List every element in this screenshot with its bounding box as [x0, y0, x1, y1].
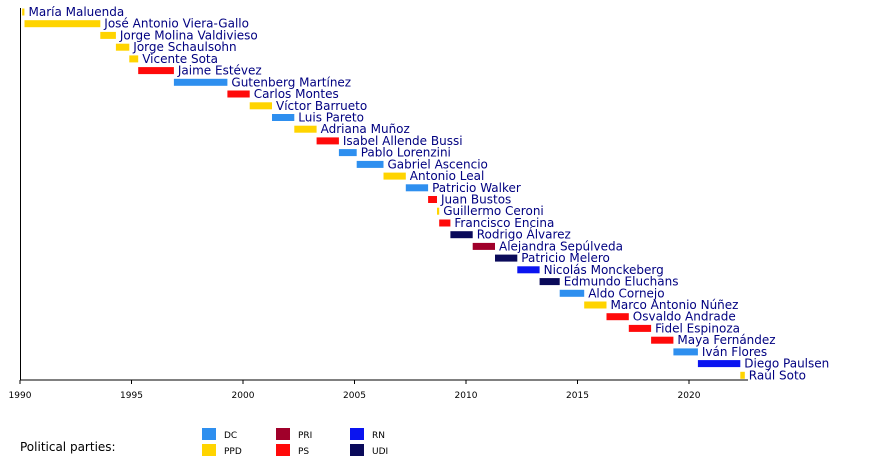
- bar-name-label: Iván Flores: [702, 345, 767, 359]
- bar-name-label: Fidel Espinoza: [655, 321, 740, 335]
- term-bar: [539, 278, 560, 286]
- bar-name-label: Vicente Sota: [142, 52, 218, 66]
- term-bar: [405, 184, 429, 192]
- x-tick-label: 2005: [343, 391, 366, 401]
- term-bar: [437, 207, 440, 215]
- x-tick-label: 2010: [455, 391, 478, 401]
- term-bar: [272, 114, 295, 121]
- legend-swatch: [202, 444, 216, 456]
- x-tick-label: 2000: [232, 391, 255, 401]
- term-bar: [606, 313, 629, 321]
- legend-title: Political parties:: [20, 440, 116, 454]
- bar-name-label: Raúl Soto: [749, 368, 806, 382]
- legend-swatch: [276, 428, 290, 440]
- term-bar: [227, 90, 250, 98]
- term-bar: [697, 360, 741, 368]
- term-bar: [584, 301, 607, 309]
- bar-name-label: Jorge Schaulsohn: [132, 40, 236, 54]
- term-bar: [673, 348, 698, 356]
- bar-name-label: Guillermo Ceroni: [443, 204, 544, 218]
- bar-name-label: Rodrigo Álvarez: [477, 227, 571, 242]
- term-bar: [138, 67, 174, 75]
- bar-name-label: Pablo Lorenzini: [361, 146, 451, 160]
- term-bar: [428, 196, 437, 203]
- bar-name-label: Alejandra Sepúlveda: [499, 239, 623, 253]
- bar-name-label: Jorge Molina Valdivieso: [119, 28, 258, 42]
- legend-label: PS: [298, 447, 309, 457]
- bar-name-label: Carlos Montes: [254, 87, 339, 101]
- bar-name-label: José Antonio Viera-Gallo: [103, 17, 249, 31]
- bar-name-label: María Maluenda: [29, 5, 125, 19]
- term-bar: [316, 137, 339, 145]
- term-bar: [249, 102, 272, 110]
- bar-name-label: Gutenberg Martínez: [231, 75, 351, 89]
- bar-name-label: Luis Pareto: [298, 111, 364, 125]
- term-bar: [559, 289, 585, 297]
- bar-name-label: Maya Fernández: [677, 333, 775, 347]
- legend: Political parties: DC PPD PRI PS RN UDI: [20, 428, 388, 457]
- term-bar: [338, 149, 357, 157]
- term-bar: [628, 324, 652, 332]
- legend-label: UDI: [372, 447, 388, 457]
- term-bar: [472, 242, 495, 250]
- term-bar: [24, 20, 101, 28]
- legend-label: PRI: [298, 431, 312, 441]
- bar-name-label: Aldo Cornejo: [588, 286, 664, 300]
- legend-swatch: [202, 428, 216, 440]
- x-axis: [20, 8, 748, 381]
- term-bar: [450, 231, 473, 239]
- bar-name-label: Nicolás Monckeberg: [544, 263, 664, 277]
- bar-name-label: Isabel Allende Bussi: [343, 134, 463, 148]
- term-bar: [129, 55, 139, 63]
- legend-swatch: [276, 444, 290, 456]
- bar-name-label: Diego Paulsen: [744, 357, 829, 371]
- bar-name-label: Jaime Estévez: [177, 64, 262, 78]
- bar-name-label: Edmundo Eluchans: [564, 275, 679, 289]
- term-bar: [495, 254, 518, 262]
- legend-swatch: [350, 444, 364, 456]
- term-bar: [22, 8, 25, 16]
- legend-label: RN: [372, 431, 385, 441]
- legend-label: PPD: [224, 447, 242, 457]
- term-bar: [294, 125, 317, 133]
- term-bar: [115, 43, 130, 51]
- legend-label: DC: [224, 431, 237, 441]
- bar-name-label: Patricio Walker: [432, 181, 521, 195]
- bar-name-label: Osvaldo Andrade: [633, 310, 736, 324]
- x-tick-label: 1995: [120, 391, 143, 401]
- bar-name-label: Marco Antonio Núñez: [611, 298, 739, 312]
- term-bar: [356, 160, 384, 168]
- term-bar: [173, 78, 228, 86]
- x-tick-label: 2020: [678, 391, 701, 401]
- bar-name-label: Víctor Barrueto: [276, 99, 367, 113]
- bar-name-label: Francisco Encina: [454, 216, 554, 230]
- bar-name-label: Patricio Melero: [521, 251, 610, 265]
- term-bar: [651, 336, 674, 344]
- bars-layer: [22, 8, 745, 379]
- term-bar: [740, 371, 745, 379]
- x-tick-label: 2015: [566, 391, 589, 401]
- term-bar: [100, 31, 116, 39]
- bar-name-label: Juan Bustos: [440, 193, 511, 207]
- term-bar: [517, 266, 540, 274]
- bar-name-label: Adriana Muñoz: [321, 122, 410, 136]
- x-tick-label: 1990: [9, 391, 32, 401]
- bar-name-label: Antonio Leal: [410, 169, 485, 183]
- legend-swatch: [350, 428, 364, 440]
- term-bar: [439, 219, 451, 227]
- term-bar: [383, 172, 406, 180]
- tick-labels: 1990 1995 2000 2005 2010 2015 2020: [9, 380, 701, 401]
- bar-name-label: Gabriel Ascencio: [388, 157, 488, 171]
